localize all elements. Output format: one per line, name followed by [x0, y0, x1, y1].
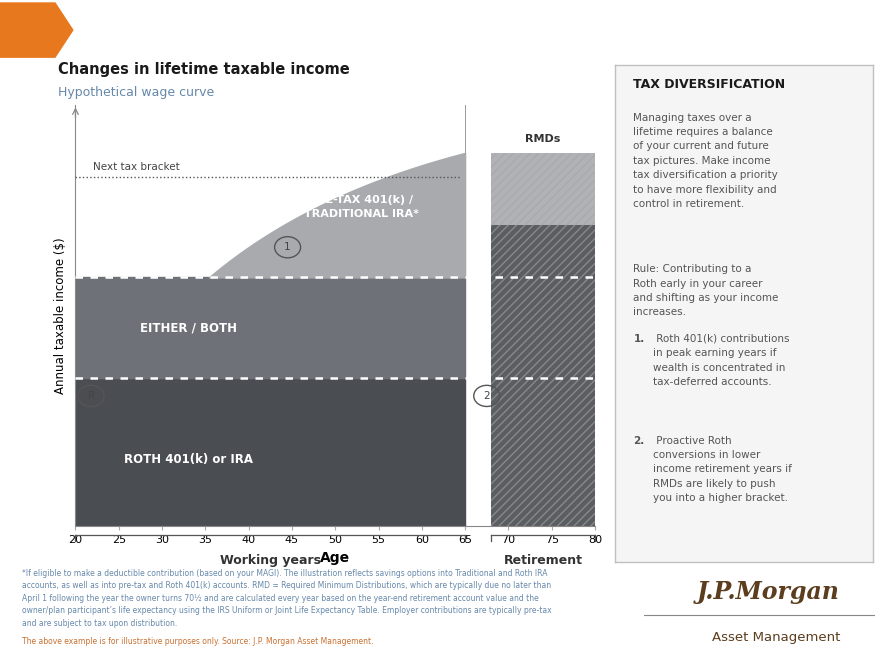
Text: *If eligible to make a deductible contribution (based on your MAGI). The illustr: *If eligible to make a deductible contri… — [22, 569, 551, 628]
Text: Asset Management: Asset Management — [711, 630, 840, 644]
Y-axis label: Annual taxable income ($): Annual taxable income ($) — [54, 237, 67, 394]
Text: Working years: Working years — [220, 554, 321, 567]
Polygon shape — [491, 225, 595, 526]
Text: ROTH 401(k) or IRA: ROTH 401(k) or IRA — [123, 453, 252, 466]
Text: TAX DIVERSIFICATION: TAX DIVERSIFICATION — [633, 78, 786, 91]
Text: Evaluate a Roth at different life stages: Evaluate a Roth at different life stages — [78, 20, 493, 40]
Text: Changes in lifetime taxable income: Changes in lifetime taxable income — [58, 62, 350, 77]
Text: 2: 2 — [483, 391, 490, 401]
Text: 1.: 1. — [633, 334, 645, 344]
Polygon shape — [491, 153, 595, 225]
Text: Next tax bracket: Next tax bracket — [92, 162, 179, 172]
Text: PRE-TAX 401(k) /
TRADITIONAL IRA*: PRE-TAX 401(k) / TRADITIONAL IRA* — [304, 196, 419, 218]
Text: R: R — [88, 391, 95, 401]
Text: J.P.Morgan: J.P.Morgan — [697, 580, 840, 604]
Text: 2.: 2. — [633, 436, 645, 445]
Text: Rule: Contributing to a
Roth early in your career
and shifting as your income
in: Rule: Contributing to a Roth early in yo… — [633, 264, 779, 317]
Text: EITHER / BOTH: EITHER / BOTH — [139, 321, 236, 334]
Text: 1: 1 — [284, 242, 291, 252]
Text: Managing taxes over a
lifetime requires a balance
of your current and future
tax: Managing taxes over a lifetime requires … — [633, 112, 778, 209]
Text: Proactive Roth
conversions in lower
income retirement years if
RMDs are likely t: Proactive Roth conversions in lower inco… — [653, 436, 791, 504]
Text: The above example is for illustrative purposes only. Source: J.P. Morgan Asset M: The above example is for illustrative pu… — [22, 637, 374, 646]
Text: Roth 401(k) contributions
in peak earning years if
wealth is concentrated in
tax: Roth 401(k) contributions in peak earnin… — [653, 334, 789, 387]
Polygon shape — [0, 3, 73, 57]
Text: Hypothetical wage curve: Hypothetical wage curve — [58, 86, 214, 99]
Text: Retirement: Retirement — [503, 554, 583, 567]
X-axis label: Age: Age — [321, 551, 350, 565]
Text: | 21: | 21 — [834, 21, 866, 39]
Text: RMDs: RMDs — [526, 134, 560, 144]
